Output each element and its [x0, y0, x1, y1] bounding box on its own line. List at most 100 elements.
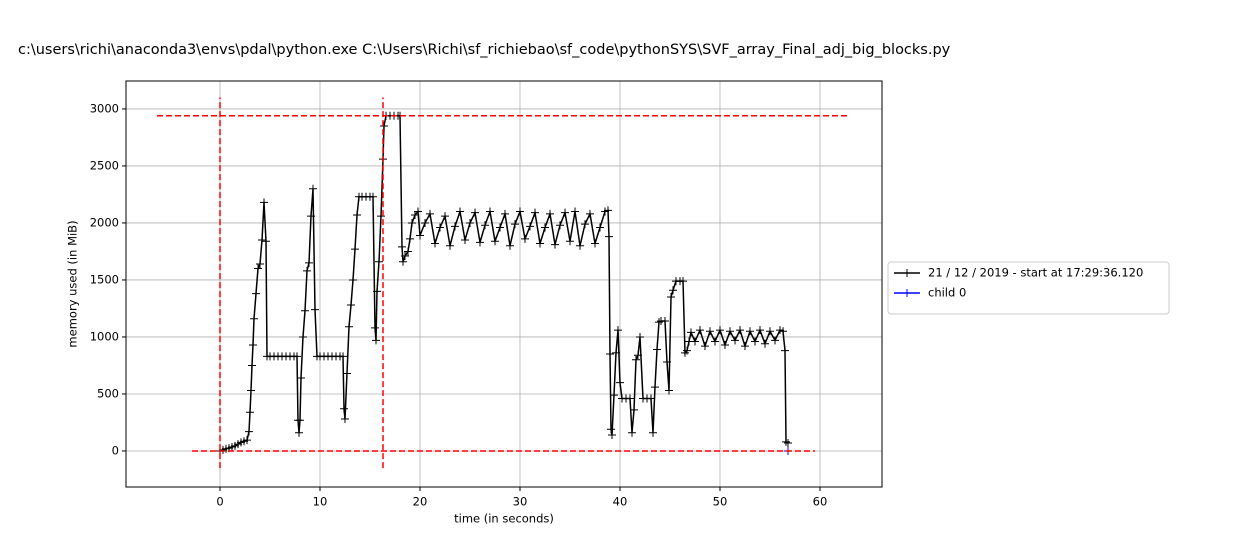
- data-point: [608, 431, 616, 440]
- x-tick-label: 40: [613, 495, 628, 509]
- y-tick-label: 500: [97, 386, 119, 400]
- data-point: [256, 259, 264, 268]
- data-point: [726, 327, 734, 336]
- legend-marker: [903, 269, 911, 277]
- data-point: [339, 352, 347, 361]
- data-point: [526, 222, 534, 231]
- data-point: [408, 218, 416, 227]
- data-point: [746, 327, 754, 336]
- y-tick-label: 2000: [90, 215, 119, 229]
- data-point: [663, 358, 671, 367]
- data-point: [501, 209, 509, 218]
- data-point: [761, 339, 769, 348]
- data-point: [651, 383, 659, 392]
- data-point: [626, 394, 634, 403]
- data-point: [606, 350, 614, 359]
- data-point: [399, 257, 407, 266]
- data-point: [416, 231, 424, 240]
- data-point: [711, 337, 719, 346]
- data-point: [309, 184, 317, 193]
- data-point: [260, 198, 268, 207]
- data-point: [605, 232, 613, 241]
- data-point: [655, 318, 663, 327]
- data-point: [647, 394, 655, 403]
- data-point: [456, 207, 464, 216]
- data-point: [481, 221, 489, 230]
- y-tick-label: 3000: [90, 101, 119, 115]
- data-point: [347, 301, 355, 310]
- data-point: [341, 415, 349, 424]
- data-point: [701, 342, 709, 351]
- data-point: [521, 234, 529, 243]
- data-point: [305, 258, 313, 267]
- data-point: [372, 336, 380, 345]
- data-point: [546, 209, 554, 218]
- data-point: [551, 240, 559, 249]
- data-point: [476, 238, 484, 247]
- data-point: [349, 275, 357, 284]
- data-point: [665, 386, 673, 395]
- data-point: [716, 326, 724, 335]
- x-tick-label: 10: [313, 495, 328, 509]
- data-point: [254, 264, 262, 273]
- data-point: [301, 306, 309, 315]
- data-point: [634, 351, 642, 360]
- data-point: [531, 208, 539, 217]
- data-point: [691, 337, 699, 346]
- data-point: [581, 220, 589, 229]
- data-point: [243, 436, 251, 445]
- data-point: [653, 345, 661, 354]
- data-point: [607, 425, 615, 434]
- data-point: [401, 252, 409, 261]
- data-point: [516, 207, 524, 216]
- data-point: [751, 337, 759, 346]
- data-point: [340, 404, 348, 413]
- data-point: [345, 322, 353, 331]
- data-point: [667, 293, 675, 302]
- x-tick-label: 30: [513, 495, 528, 509]
- data-point: [247, 386, 255, 395]
- data-point: [246, 408, 254, 417]
- y-tick-label: 2500: [90, 158, 119, 172]
- x-tick-label: 0: [216, 495, 223, 509]
- data-point: [307, 212, 315, 221]
- x-tick-label: 20: [413, 495, 428, 509]
- data-point: [436, 223, 444, 232]
- data-point: [426, 209, 434, 218]
- data-point: [404, 247, 412, 256]
- data-point: [293, 352, 301, 361]
- data-point: [451, 222, 459, 231]
- data-point: [731, 336, 739, 345]
- data-point: [741, 342, 749, 351]
- data-point: [375, 257, 383, 266]
- data-point: [297, 374, 305, 383]
- x-tick-label: 60: [813, 495, 828, 509]
- data-point: [636, 332, 644, 341]
- data-point: [295, 428, 303, 437]
- x-axis-label: time (in seconds): [454, 512, 554, 526]
- data-point: [541, 223, 549, 232]
- data-point: [351, 245, 359, 254]
- data-point: [706, 327, 714, 336]
- data-point: [491, 237, 499, 246]
- y-tick-label: 1000: [90, 329, 119, 343]
- data-point: [421, 218, 429, 227]
- data-point: [616, 378, 624, 387]
- data-point: [566, 237, 574, 246]
- data-point: [311, 305, 319, 314]
- data-point: [441, 212, 449, 221]
- data-point: [245, 427, 253, 436]
- data-point: [683, 346, 691, 355]
- data-point: [511, 220, 519, 229]
- data-point: [343, 369, 351, 378]
- legend-label: child 0: [928, 286, 966, 300]
- data-point: [736, 326, 744, 335]
- chart-title: c:\users\richi\anaconda3\envs\pdal\pytho…: [18, 42, 951, 58]
- data-point: [576, 241, 584, 250]
- data-point: [446, 241, 454, 250]
- data-point: [353, 210, 361, 219]
- data-point: [571, 207, 579, 216]
- data-point: [486, 207, 494, 216]
- data-point: [371, 323, 379, 332]
